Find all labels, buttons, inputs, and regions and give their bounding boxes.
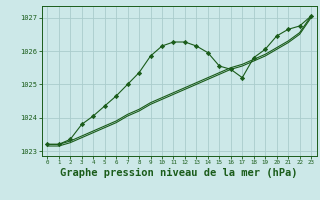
X-axis label: Graphe pression niveau de la mer (hPa): Graphe pression niveau de la mer (hPa) (60, 168, 298, 178)
